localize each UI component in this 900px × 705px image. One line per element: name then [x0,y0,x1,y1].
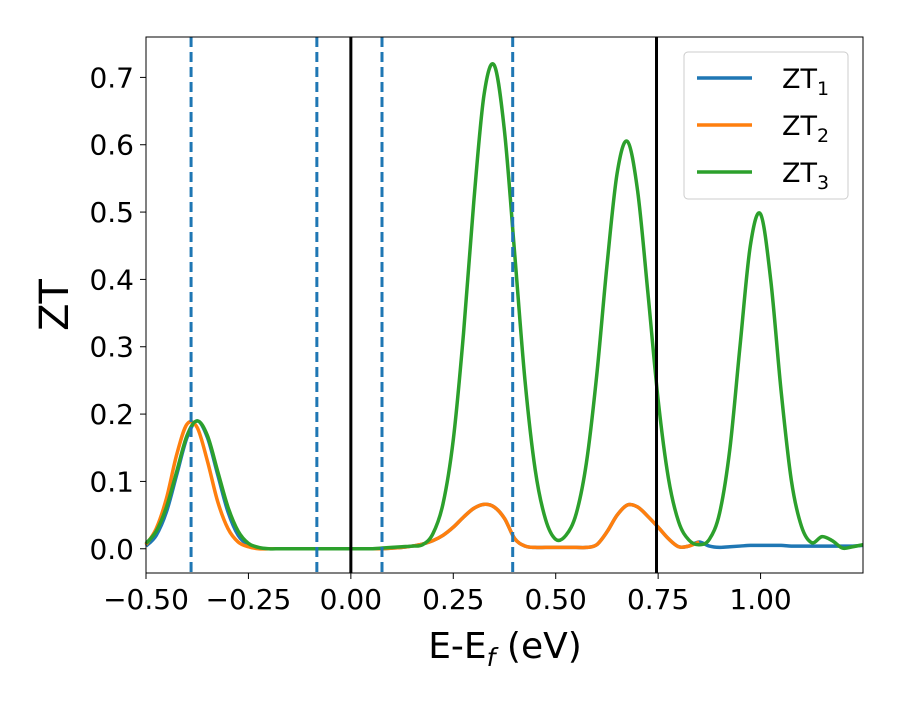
series-line-zt1 [144,419,864,551]
x-tick-label: −0.50 [103,583,189,616]
y-tick-label: 0.6 [89,129,134,162]
legend-label-main: ZT [782,64,817,95]
y-tick-label: 0.3 [89,331,134,364]
legend-label-zt3: ZT3 [782,158,829,194]
x-tick-label: 0.75 [627,583,689,616]
legend-label-zt1: ZT1 [782,64,829,100]
legend-box [683,51,849,200]
x-axis-label: E-Ef (eV) [428,626,582,672]
legend-label-sub: 3 [817,172,829,194]
y-tick-label: 0.5 [89,196,134,229]
y-tick-label: 0.1 [89,465,134,498]
y-tick-label: 0.0 [89,533,134,566]
x-tick-label: 0.50 [525,583,587,616]
x-axis: −0.50 −0.25 0.00 0.25 0.50 0.75 1.00 [103,573,792,616]
x-tick-label: 0.25 [422,583,484,616]
legend-label-sub: 2 [817,125,829,147]
y-axis: 0.0 0.1 0.2 0.3 0.4 0.5 0.6 0.7 [89,61,146,566]
legend-label-main: ZT [782,111,817,142]
legend-label-zt2: ZT2 [782,111,829,147]
reference-lines [189,37,659,573]
y-tick-label: 0.7 [89,61,134,94]
legend-label-main: ZT [782,158,817,189]
series-line-zt3 [144,62,864,551]
y-tick-label: 0.4 [89,263,134,296]
legend-label-sub: 1 [817,78,829,100]
x-tick-label: −0.25 [206,583,292,616]
x-tick-label: 0.00 [320,583,382,616]
y-axis-label: ZT [32,279,78,331]
plot-frame [145,36,864,574]
x-axis-label-unit: (eV) [495,626,581,667]
x-tick-label: 1.00 [729,583,791,616]
x-axis-label-main: E-E [428,626,486,667]
curves [144,62,864,551]
series-line-zt2 [144,419,700,551]
y-tick-label: 0.2 [89,398,134,431]
